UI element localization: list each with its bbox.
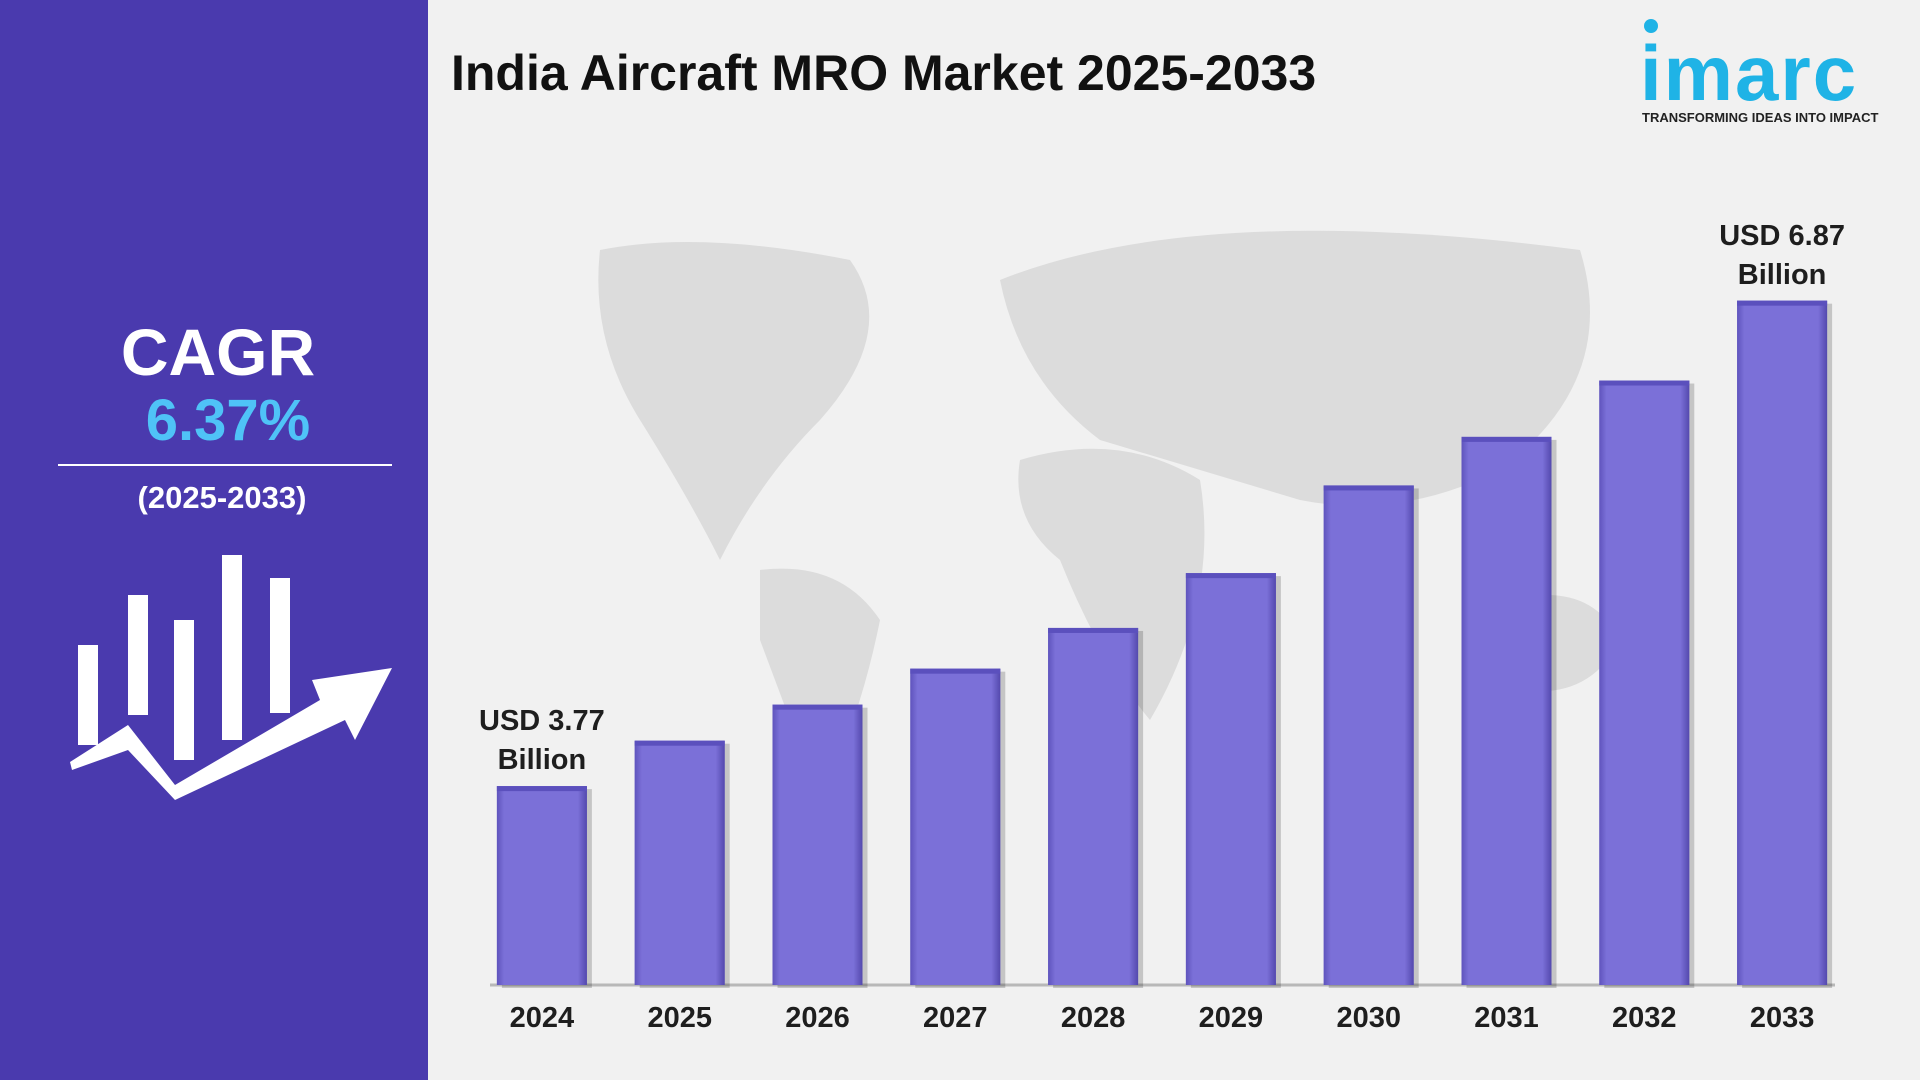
x-tick-label: 2032: [1612, 1002, 1677, 1034]
chart-title: India Aircraft MRO Market 2025-2033: [451, 45, 1316, 101]
value-label: USD 3.77 Billion: [479, 705, 605, 777]
bar-shade: [496, 786, 587, 985]
bar-shade: [1461, 436, 1552, 985]
world-map: [598, 230, 1620, 800]
logo-dot: [1644, 19, 1658, 33]
x-tick-label: 2028: [1061, 1002, 1126, 1034]
x-tick-label: 2030: [1336, 1002, 1401, 1034]
growth-icon: [70, 555, 392, 800]
bar-cap: [1323, 485, 1414, 491]
bar-shade: [634, 740, 725, 985]
cagr-period: (2025-2033): [138, 480, 307, 515]
bar-shade: [1185, 573, 1276, 985]
bar-cap: [1461, 436, 1552, 442]
bar-cap: [496, 786, 587, 792]
sidebar: [0, 0, 428, 1080]
x-tick-label: 2033: [1750, 1002, 1815, 1034]
x-tick-label: 2027: [923, 1002, 988, 1034]
bar-cap: [1599, 380, 1690, 386]
bar-cap: [1185, 573, 1276, 579]
logo-tagline: TRANSFORMING IDEAS INTO IMPACT: [1642, 110, 1878, 125]
bar-shade: [1737, 300, 1828, 986]
bar-cap: [1737, 300, 1828, 306]
x-tick-label: 2025: [647, 1002, 712, 1034]
x-tick-label: 2024: [510, 1002, 575, 1034]
cagr-label: CAGR: [121, 315, 315, 389]
bar-shade: [1048, 627, 1139, 985]
bar-cap: [634, 740, 725, 746]
x-tick-label: 2026: [785, 1002, 850, 1034]
bar-cap: [1048, 627, 1139, 633]
bar-shade: [1323, 485, 1414, 985]
bar-cap: [910, 668, 1001, 674]
bar-shade: [772, 704, 863, 985]
x-tick-label: 2029: [1199, 1002, 1264, 1034]
bar-shade: [1599, 380, 1690, 985]
value-label: USD 6.87 Billion: [1719, 219, 1845, 291]
x-tick-label: 2031: [1474, 1002, 1539, 1034]
bar-shade: [910, 668, 1001, 985]
logo: imarc: [1640, 29, 1858, 117]
bar-cap: [772, 704, 863, 710]
cagr-value: 6.37%: [146, 388, 310, 453]
